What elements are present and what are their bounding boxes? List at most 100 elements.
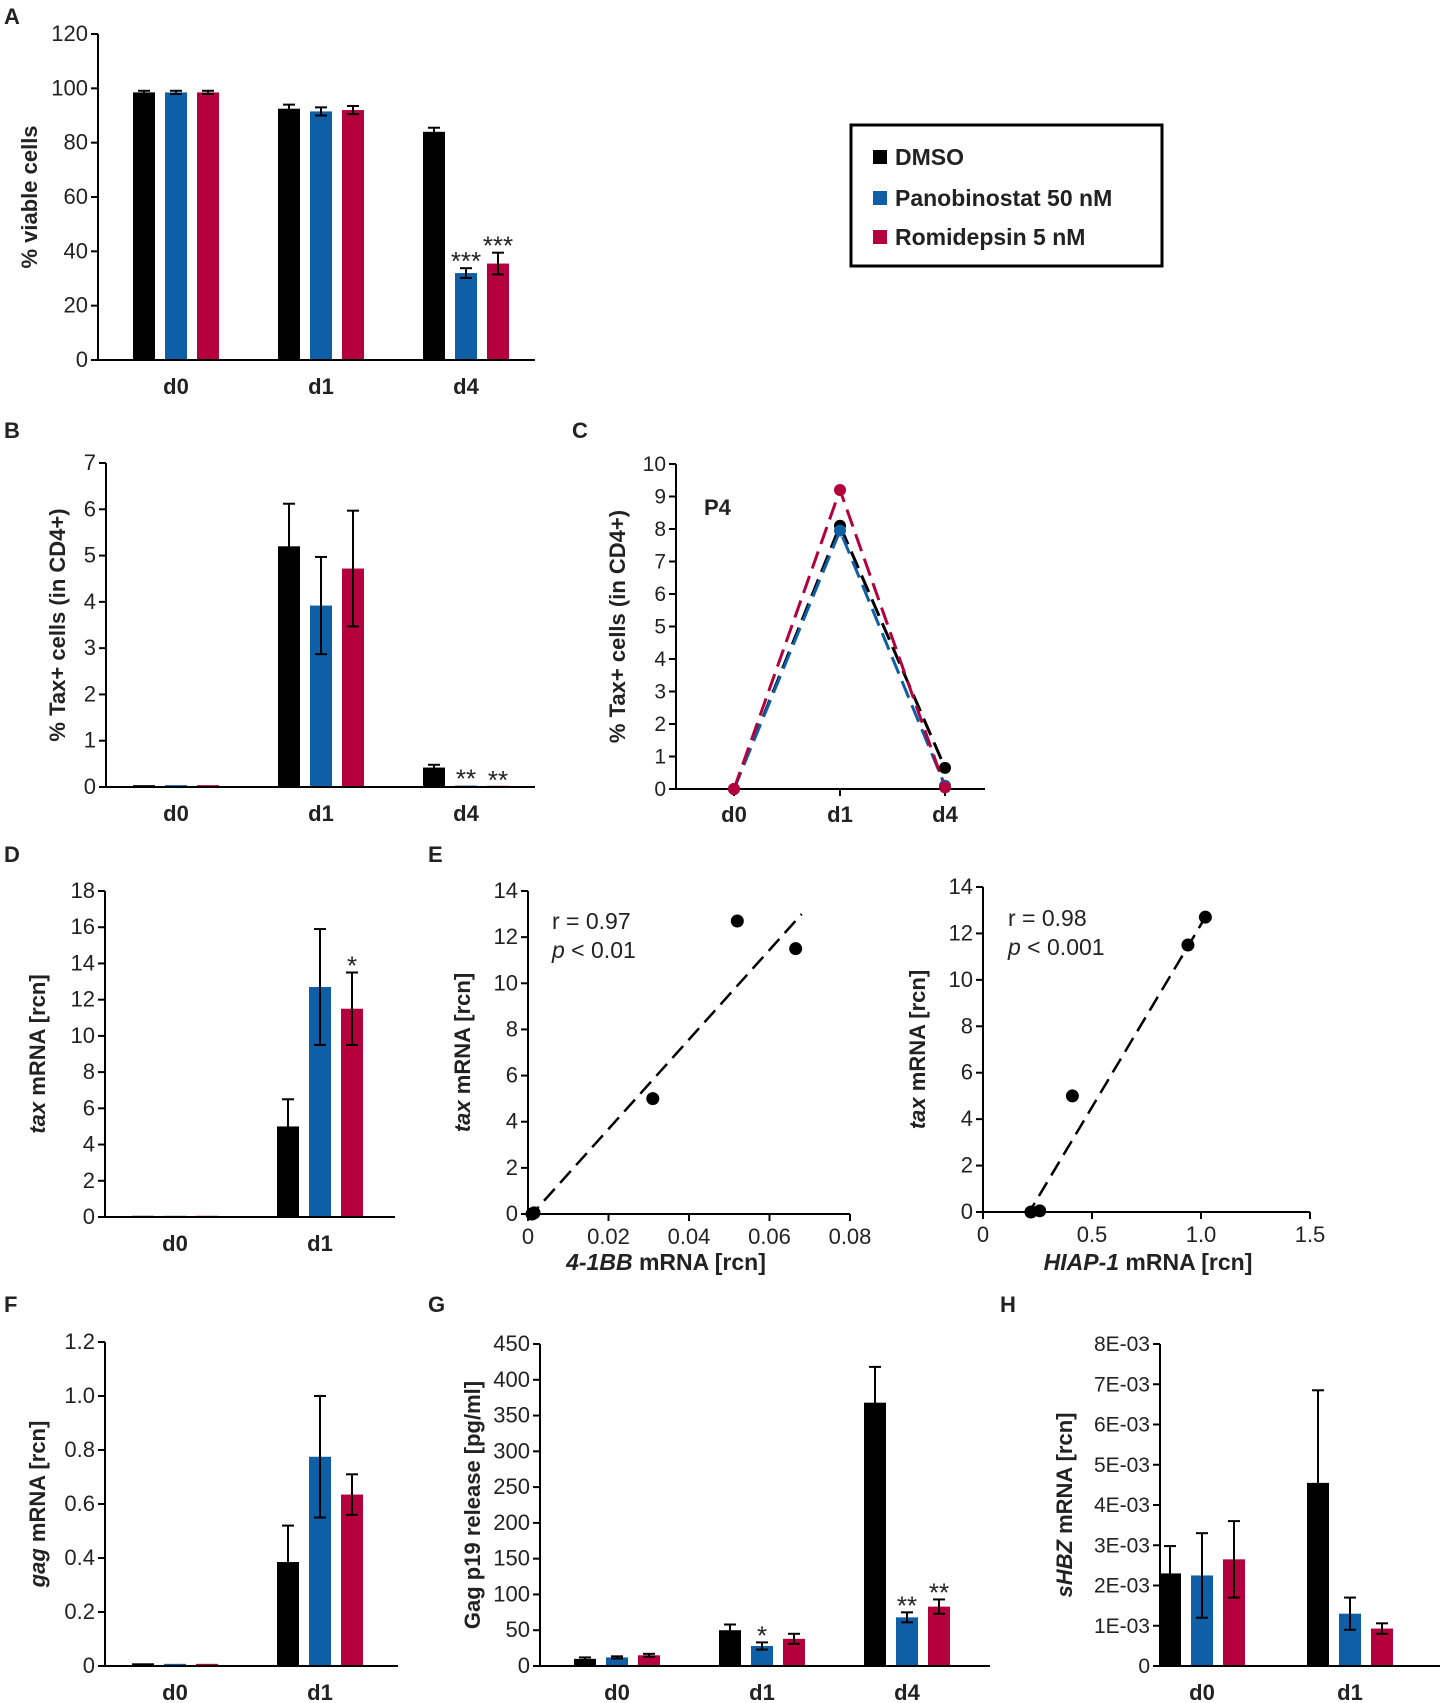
panel-letter-d: D [4, 842, 20, 867]
panel-d-bar-dmso-d1 [277, 1126, 299, 1217]
panel-b-bar-dmso-d4 [423, 767, 445, 787]
panel-c-y-tick-label: 10 [643, 453, 666, 476]
panel-g-y-tick-label: 450 [493, 1331, 530, 1356]
panel-b-bar-pano-d1 [310, 605, 332, 787]
panel-e-right-x-tick-label: 0 [977, 1222, 989, 1247]
panel-letter-c: C [572, 418, 588, 443]
panel-a-y-axis-label-part-0: % viable cells [17, 125, 42, 268]
panel-e-right-y-tick-label: 12 [949, 920, 973, 945]
panel-e-left-x-axis-label: 4-1BB mRNA [rcn] [565, 1249, 766, 1275]
panel-letter-e: E [428, 842, 443, 867]
panel-a-bar-dmso-d1 [278, 108, 300, 360]
panel-d-y-tick-label: 12 [71, 987, 95, 1012]
panel-f-x-tick-label: d1 [307, 1680, 333, 1703]
panel-h-x-tick-label: d0 [1189, 1680, 1215, 1703]
panel-c-y-axis-label: % Tax+ cells (in CD4+) [605, 510, 630, 743]
chart-panel-e-left: 0 2 4 6 8 10 12 14 tax mRNA [rcn] 0 0.02 0.04 0.06 0.… [450, 878, 871, 1275]
panel-g-y-tick-label: 0 [518, 1653, 530, 1678]
panel-e-left-p-value: p < 0.01 [551, 937, 636, 963]
panel-h-bar-dmso-d0 [1159, 1573, 1181, 1666]
panel-g-bar-pano-d1 [751, 1645, 773, 1666]
panel-letter-b: B [4, 418, 20, 443]
panel-d-y-tick-label: 8 [83, 1059, 95, 1084]
panel-g-y-tick-label: 50 [506, 1617, 530, 1642]
panel-a-bar-pano-d0 [165, 92, 187, 361]
panel-a-bar-pano-d4 [455, 273, 477, 360]
panel-d-y-axis-label-part-0: tax [25, 1101, 50, 1134]
panel-e-right-y-axis-label: tax mRNA [rcn] [905, 970, 930, 1129]
panel-d-bar-romi-d1 [341, 1008, 363, 1217]
chart-panel-d: 0 2 4 6 8 10 12 14 16 18 tax mRNA [rcn] d0 d1 * [25, 878, 395, 1256]
panel-c-point-romi-d1 [834, 484, 846, 496]
panel-e-left-data-point [730, 914, 744, 928]
panel-letter-h: H [1000, 1292, 1016, 1317]
panel-c-y-tick-label: 1 [654, 746, 666, 769]
panel-h-y-tick-label: 3E-03 [1094, 1534, 1150, 1557]
legend-label-dmso: DMSO [895, 144, 964, 170]
panel-g-y-tick-label: 300 [493, 1438, 530, 1463]
panel-e-left-y-tick-label: 10 [494, 970, 518, 995]
panel-h-bar-romi-d0 [1223, 1559, 1245, 1666]
panel-f-y-axis-label-part-1: mRNA [rcn] [25, 1421, 50, 1549]
panel-e-right-x-tick-label: 0.5 [1077, 1222, 1108, 1247]
panel-d-y-tick-label: 2 [83, 1168, 95, 1193]
panel-b-x-tick-label: d0 [163, 801, 189, 826]
panel-e-left-y-tick-label: 4 [506, 1109, 518, 1134]
panel-e-left-data-point [789, 942, 803, 956]
panel-a-significance-marker: *** [483, 231, 513, 261]
panel-a-significance-marker: *** [451, 246, 481, 276]
panel-f-bar-pano-d0 [164, 1663, 186, 1666]
panel-g-bar-dmso-d4 [864, 1402, 886, 1666]
panel-c-y-tick-label: 7 [654, 551, 666, 574]
panel-d-y-tick-label: 16 [71, 914, 95, 939]
panel-g-x-tick-label: d1 [749, 1680, 775, 1703]
panel-g-bar-romi-d4 [928, 1606, 950, 1666]
panel-f-x-tick-label: d0 [162, 1680, 188, 1703]
panel-f-y-tick-label: 0.8 [64, 1437, 95, 1462]
panel-h-y-axis-label-part-1: mRNA [rcn] [1052, 1413, 1077, 1541]
panel-c-point-dmso-d4 [939, 761, 951, 774]
panel-g-significance-marker: ** [897, 1590, 917, 1620]
panel-h-y-tick-label: 4E-03 [1094, 1494, 1150, 1517]
panel-h-x-tick-label: d1 [1337, 1680, 1363, 1703]
panel-b-significance-marker: ** [488, 765, 508, 795]
panel-a-x-tick-label: d0 [163, 374, 189, 399]
panel-e-right-x-axis-label-part-0: HIAP-1 [1044, 1249, 1119, 1275]
panel-d-y-tick-label: 10 [71, 1023, 95, 1048]
panel-a-bar-romi-d0 [197, 92, 219, 361]
panel-h-bar-pano-d1 [1339, 1613, 1361, 1666]
panel-d-x-tick-label: d0 [162, 1231, 188, 1256]
panel-g-y-axis-label: Gag p19 release [pg/ml] [460, 1381, 485, 1629]
panel-b-significance-marker: ** [456, 764, 476, 794]
panel-b-y-tick-label: 3 [84, 635, 96, 660]
panel-a-y-axis-label: % viable cells [17, 125, 42, 268]
panel-b-x-tick-label: d1 [308, 801, 334, 826]
panel-b-y-tick-label: 1 [84, 728, 96, 753]
panel-h-y-axis-label-part-0: sHBZ [1052, 1538, 1077, 1597]
panel-c-line-pano [732, 526, 947, 790]
panel-d-y-tick-label: 18 [71, 878, 95, 903]
panel-e-right-data-point [1033, 1204, 1047, 1218]
panel-g-bar-dmso-d1 [719, 1630, 741, 1666]
panel-c-x-tick-label: d4 [932, 802, 958, 827]
panel-a-y-tick-label: 80 [64, 130, 88, 155]
panel-f-bar-dmso-d0 [132, 1663, 154, 1666]
panel-g-bar-romi-d1 [783, 1638, 805, 1666]
panel-c-y-tick-label: 4 [654, 648, 666, 671]
panel-g-x-tick-label: d0 [604, 1680, 630, 1703]
panel-g-bar-romi-d0 [638, 1655, 660, 1666]
panel-e-right-y-tick-label: 10 [949, 967, 973, 992]
panel-g-bar-dmso-d0 [574, 1658, 596, 1666]
panel-b-bar-romi-d1 [342, 568, 364, 787]
panel-d-y-axis-label-part-1: mRNA [rcn] [25, 974, 50, 1102]
panel-h-y-tick-label: 8E-03 [1094, 1333, 1150, 1356]
panel-b-y-tick-label: 5 [84, 543, 96, 568]
legend-swatch-panobinostat [873, 191, 887, 205]
panel-g-x-tick-label: d4 [894, 1680, 920, 1703]
panel-a-x-tick-label: d4 [453, 374, 479, 399]
panel-a-x-tick-label: d1 [308, 374, 334, 399]
panel-e-left-regression-line [527, 913, 803, 1220]
panel-f-bar-romi-d0 [196, 1663, 218, 1666]
panel-a-bar-romi-d4 [487, 263, 509, 360]
chart-panel-g: 0 50 100 150 200 250 300 350 400 450 Gag p19 relea… [460, 1331, 990, 1703]
